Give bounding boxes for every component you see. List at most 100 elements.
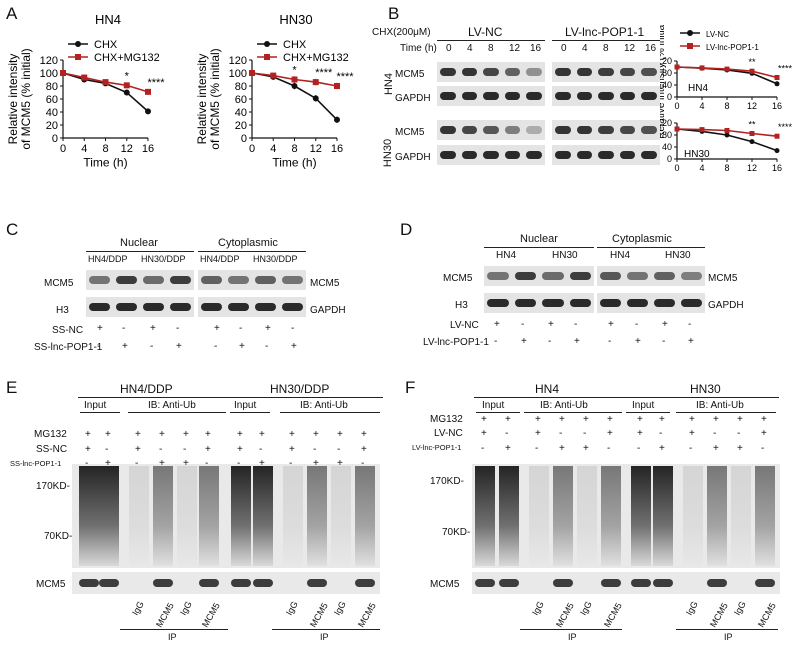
f-input1: Input — [482, 400, 505, 411]
blot-strip — [198, 297, 306, 317]
blot-band — [619, 92, 636, 100]
legend-label: CHX — [94, 39, 118, 51]
sign: - — [574, 319, 578, 330]
lvlnc-underline — [552, 40, 660, 41]
x-axis-label: Time (h) — [83, 155, 127, 169]
y-tick-label: 80 — [46, 81, 58, 93]
ub-smear — [553, 466, 573, 566]
blot-strip — [597, 266, 705, 286]
y-axis-label: Relative intensity — [6, 54, 20, 145]
blot-band — [555, 92, 571, 100]
blot-strip — [484, 266, 594, 286]
lnc-sign: + — [159, 458, 165, 469]
blot-band — [440, 92, 456, 100]
x-tick-label: 0 — [674, 101, 679, 111]
y-tick-label: 20 — [46, 120, 58, 132]
e-ip1: IP — [168, 632, 177, 642]
legend-marker — [687, 30, 693, 36]
ip-lane-label: IgG — [578, 599, 594, 617]
sign: + — [150, 323, 156, 334]
blot-band — [255, 276, 276, 284]
lnc-sign: - — [637, 443, 641, 454]
sign: + — [608, 319, 614, 330]
y-tick-label: 80 — [662, 130, 672, 140]
ub-blot — [472, 464, 780, 568]
ub-smear — [683, 466, 703, 566]
blot-strip — [86, 297, 194, 317]
mg132-sign: + — [183, 429, 189, 440]
sign: + — [662, 319, 668, 330]
legend-marker — [75, 41, 81, 47]
e-ul5 — [230, 412, 270, 413]
blot-band — [627, 299, 648, 307]
lnc-sign: - — [205, 458, 209, 469]
blot-band — [504, 68, 521, 76]
x-tick-label: 4 — [699, 101, 704, 111]
blot-band — [116, 276, 137, 284]
e-ib2: IB: Anti-Ub — [300, 400, 348, 411]
f-ip1: IP — [568, 632, 577, 642]
data-point — [774, 81, 780, 87]
ub-smear — [79, 466, 99, 566]
y-tick-label: 120 — [660, 118, 672, 128]
blot-band — [619, 68, 636, 76]
lvnc-header: LV-NC — [468, 25, 503, 39]
mg132-sign: + — [337, 429, 343, 440]
significance-label: * — [125, 70, 130, 82]
ip-lane-label: MCM5 — [308, 601, 330, 629]
ip-lane-label: IgG — [332, 599, 348, 617]
x-axis-label: Time (h) — [272, 155, 316, 169]
sign: - — [97, 341, 101, 352]
lnc-sign: + — [583, 443, 589, 454]
nc-sign: - — [259, 444, 263, 455]
d-gapdh: GAPDH — [708, 300, 744, 311]
blot-band — [143, 303, 164, 311]
y-tick-label: 120 — [229, 55, 247, 67]
time-tick: 16 — [530, 43, 542, 54]
blot-band — [440, 68, 456, 76]
blot-band — [627, 272, 648, 280]
significance-label: **** — [336, 71, 354, 83]
e-ul8 — [272, 629, 380, 630]
mcm5-band — [355, 579, 375, 587]
blot-band — [598, 151, 614, 159]
nc-sign: + — [689, 428, 695, 439]
y-tick-label: 120 — [40, 55, 58, 67]
significance-label: **** — [778, 122, 793, 132]
e-ib1: IB: Anti-Ub — [148, 400, 196, 411]
c-ul2 — [198, 251, 306, 252]
significance-label: **** — [315, 67, 333, 79]
ub-smear — [199, 466, 219, 566]
blot-band — [569, 299, 591, 307]
lnc-sign: + — [313, 458, 319, 469]
chart-b: 040801200481216Relative intensity (% ini… — [660, 25, 793, 173]
hn4-side: HN4 — [383, 72, 396, 96]
ub-smear — [577, 466, 597, 566]
f-hn30: HN30 — [690, 382, 721, 396]
blot-strip — [484, 293, 594, 313]
blot-band — [461, 126, 478, 134]
blot-band — [483, 68, 499, 76]
mg132-sign: + — [535, 414, 541, 425]
panel-label-e: E — [6, 378, 18, 397]
time-tick: 4 — [582, 43, 588, 54]
x-tick-label: 8 — [724, 163, 729, 173]
f-ul4 — [524, 412, 622, 413]
mcm5-band — [653, 579, 673, 587]
c-gapdh: GAPDH — [310, 305, 346, 316]
blot-strip — [198, 270, 306, 290]
y-tick-label: 80 — [662, 68, 672, 78]
blot-band — [526, 68, 542, 76]
ub-smear — [307, 466, 327, 566]
c-hn30-c: HN30/DDP — [253, 254, 298, 264]
blot-band — [526, 92, 542, 100]
time-tick: 12 — [509, 43, 521, 54]
y-tick-label: 60 — [46, 94, 58, 106]
mcm5-band — [153, 579, 173, 587]
ub-smear — [731, 466, 751, 566]
d-nuclear: Nuclear — [520, 233, 558, 245]
blot-band — [641, 151, 657, 159]
d-hn4-n: HN4 — [496, 250, 517, 261]
